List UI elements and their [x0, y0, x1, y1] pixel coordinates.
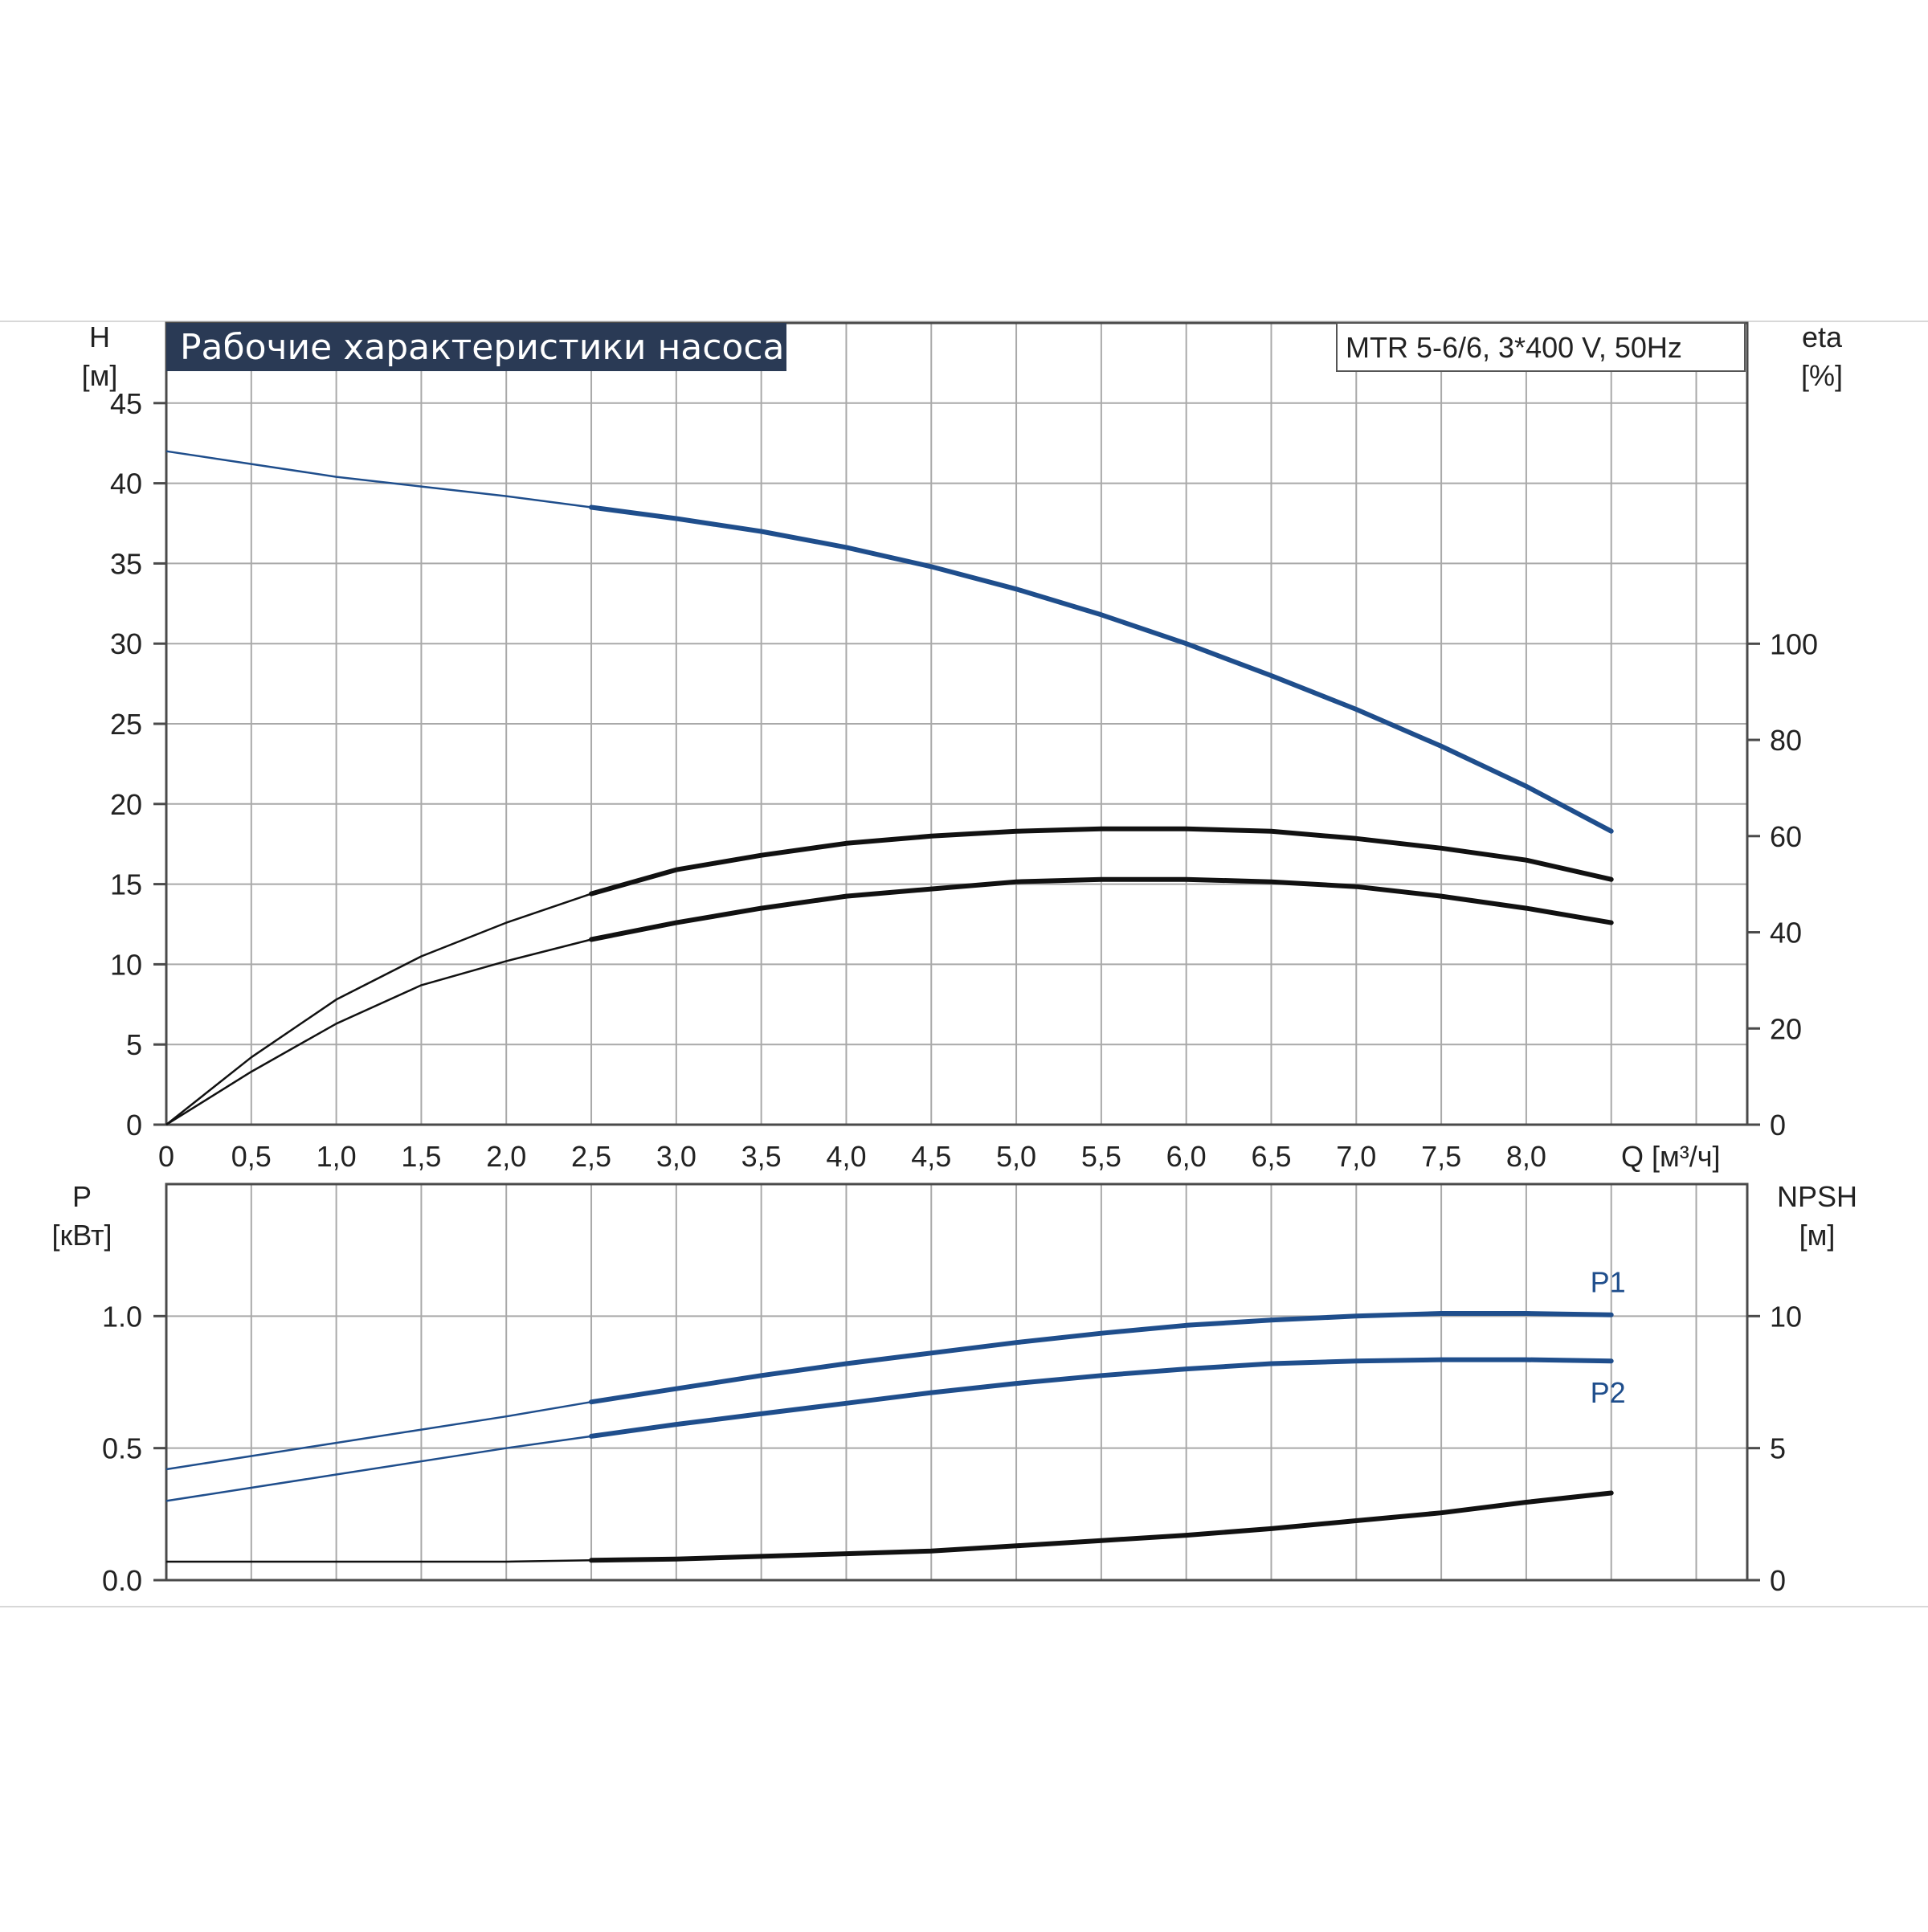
upper-series-2-line-extended [165, 938, 592, 1126]
upper-y2-tick-label: 20 [1770, 1012, 1802, 1045]
lower-series [165, 1311, 1614, 1563]
lower-y2-tick-label: 5 [1770, 1432, 1786, 1465]
x-tick-label: 4,5 [911, 1140, 951, 1173]
x-tick-label: 2,5 [571, 1140, 611, 1173]
upper-y2-label-unit: [%] [1801, 359, 1843, 392]
upper-y2-tick-label: 40 [1770, 917, 1802, 950]
x-tick-label: 4,0 [826, 1140, 866, 1173]
upper-y-tick-label: 45 [110, 387, 142, 420]
x-tick-label: 0 [158, 1140, 174, 1173]
series-labels: P1 P2 [1591, 1266, 1626, 1410]
x-tick-label: 5,0 [996, 1140, 1036, 1173]
upper-y2-label-name: eta [1802, 321, 1843, 353]
upper-series-1-line [589, 826, 1614, 897]
lower-p2-line-extended [165, 1435, 592, 1502]
x-tick-label: 8,0 [1506, 1140, 1546, 1173]
lower-y2-tick-label: 0 [1770, 1564, 1786, 1597]
upper-series [165, 450, 1614, 1126]
x-axis-label: Q [м³/ч] [1621, 1140, 1721, 1173]
lower-p1-line [589, 1311, 1614, 1405]
upper-grid [165, 321, 1749, 1126]
title-background [166, 323, 786, 371]
lower-y2-label-unit: [м] [1799, 1219, 1836, 1252]
upper-series-0-line-extended [165, 450, 592, 509]
model-box [1336, 322, 1746, 372]
upper-y-label-unit: [м] [82, 359, 118, 392]
upper-ticks: 0 5 10 15 20 25 30 35 40 45 0 20 40 60 80 100 0 0,5 1,0 1,5… [110, 387, 1818, 1173]
lower-series-2-line [589, 1490, 1614, 1563]
lower-y-tick-label: 1.0 [102, 1300, 142, 1333]
lower-y-label-name: P [72, 1180, 92, 1213]
x-tick-label: 7,0 [1336, 1140, 1376, 1173]
upper-series-2-line [589, 876, 1614, 942]
upper-y2-tick-label: 80 [1770, 724, 1802, 757]
x-tick-label: 1,0 [317, 1140, 357, 1173]
x-tick-label: 0,5 [231, 1140, 272, 1173]
upper-y-tick-label: 30 [110, 627, 142, 660]
series-label-p1: P1 [1591, 1266, 1626, 1299]
model-label: MTR 5-6/6, 3*400 V, 50Hz [1346, 331, 1682, 364]
lower-p2-line [589, 1357, 1614, 1439]
lower-p1-line-extended [165, 1400, 592, 1471]
lower-series-2-line-extended [166, 1559, 592, 1563]
lower-y-tick-label: 0.0 [102, 1564, 142, 1597]
upper-y-tick-label: 25 [110, 708, 142, 741]
lower-y-label-unit: [кВт] [51, 1219, 112, 1252]
lower-grid [165, 1182, 1749, 1582]
upper-y-tick-label: 40 [110, 468, 142, 500]
x-tick-label: 6,5 [1251, 1140, 1291, 1173]
upper-y-tick-label: 35 [110, 547, 142, 580]
lower-y2-tick-label: 10 [1770, 1300, 1802, 1333]
x-tick-label: 2,0 [486, 1140, 526, 1173]
upper-series-1-line-extended [165, 892, 592, 1125]
x-tick-label: 5,5 [1081, 1140, 1121, 1173]
x-tick-label: 3,5 [741, 1140, 782, 1173]
upper-y-tick-label: 10 [110, 948, 142, 981]
upper-y-tick-label: 15 [110, 868, 142, 901]
x-tick-label: 1,5 [401, 1140, 441, 1173]
x-tick-label: 6,0 [1166, 1140, 1207, 1173]
chart-title: Рабочие характеристики насоса [180, 327, 784, 368]
x-tick-label: 7,5 [1421, 1140, 1461, 1173]
lower-ticks: 0.0 0.5 1.0 0 5 10 [102, 1300, 1802, 1597]
upper-y2-tick-label: 100 [1770, 627, 1818, 660]
upper-y2-tick-label: 60 [1770, 820, 1802, 853]
upper-y-tick-label: 0 [126, 1109, 142, 1142]
lower-y-tick-label: 0.5 [102, 1432, 142, 1465]
series-label-p2: P2 [1591, 1376, 1626, 1409]
upper-y-label-name: H [89, 321, 110, 353]
upper-y2-tick-label: 0 [1770, 1109, 1786, 1142]
upper-y-tick-label: 20 [110, 788, 142, 821]
lower-y2-label-name: NPSH [1777, 1180, 1857, 1213]
upper-y-tick-label: 5 [126, 1028, 142, 1061]
x-tick-label: 3,0 [656, 1140, 696, 1173]
lower-plot-frame [165, 1182, 1749, 1582]
upper-series-0-line [589, 504, 1614, 834]
